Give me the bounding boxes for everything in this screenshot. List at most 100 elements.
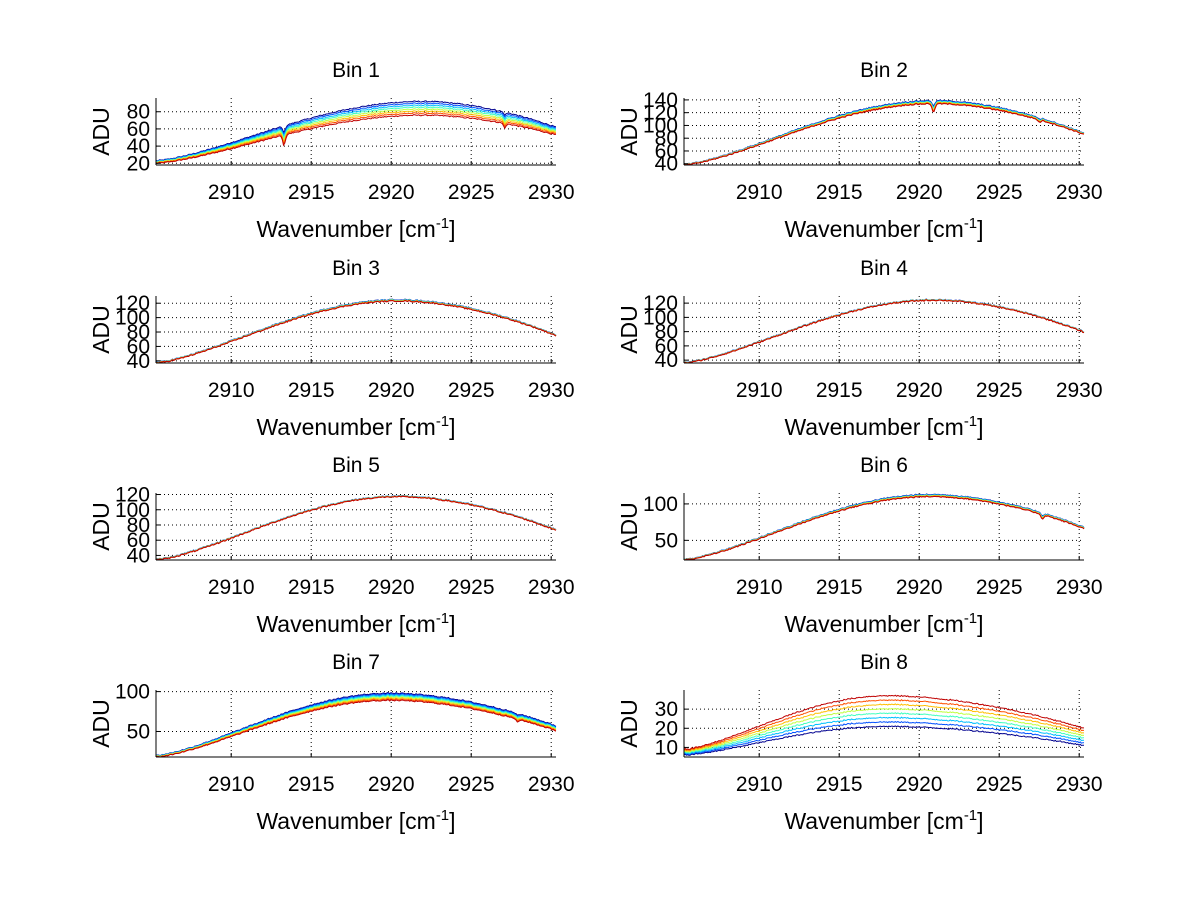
x-axis-label: Wavenumber [cm-1] (784, 610, 983, 637)
y-tick-label: 40 (655, 153, 678, 176)
x-tick-label: 2930 (1056, 181, 1103, 204)
subplot-title: Bin 7 (332, 651, 380, 674)
x-tick-label: 2930 (1056, 379, 1103, 402)
series-line-7 (155, 112, 557, 164)
x-axis-label-end: ] (977, 414, 983, 440)
x-tick-label: 2930 (528, 576, 575, 599)
y-tick-label: 50 (655, 529, 678, 552)
y-tick-label: 30 (655, 698, 678, 721)
series-line-8 (155, 699, 557, 758)
y-tick-label: 40 (127, 350, 150, 373)
x-axis-label-superscript: -1 (964, 807, 977, 824)
series-line-1 (683, 725, 1084, 756)
y-tick-label: 80 (127, 101, 150, 124)
series-line-8 (683, 102, 1085, 166)
x-tick-label: 2915 (816, 773, 863, 796)
x-tick-label: 2925 (448, 576, 495, 599)
x-axis-label-end: ] (449, 414, 455, 440)
y-axis-label: ADU (88, 305, 114, 354)
x-tick-label: 2910 (208, 576, 255, 599)
y-axis-label: ADU (616, 699, 642, 748)
series-line-1 (155, 100, 557, 162)
subplot-title: Bin 4 (860, 257, 908, 280)
x-axis-label-superscript: -1 (436, 807, 449, 824)
x-tick-label: 2920 (896, 773, 943, 796)
subplot-bin-6: 2910 2915 2920 2925 2930 50 100 Bin 6 Wavenumber… (616, 454, 1103, 637)
series-line-7 (155, 698, 557, 758)
x-tick-label: 2920 (368, 576, 415, 599)
x-axis-label: Wavenumber [cm-1] (256, 807, 455, 834)
x-tick-label: 2920 (896, 379, 943, 402)
series-line-4 (155, 106, 557, 163)
subplot-title: Bin 3 (332, 257, 380, 280)
subplot-title: Bin 8 (860, 651, 908, 674)
y-tick-label: 120 (115, 484, 150, 507)
series-line-3 (683, 716, 1084, 755)
y-tick-label: 40 (655, 349, 678, 372)
x-axis-label-text: Wavenumber [cm (784, 414, 963, 440)
subplot-title: Bin 6 (860, 454, 908, 477)
series-line-8 (155, 299, 557, 364)
x-axis-label-end: ] (977, 808, 983, 834)
y-tick-label: 100 (643, 493, 678, 516)
x-axis-label-end: ] (977, 216, 983, 242)
x-axis-label: Wavenumber [cm-1] (784, 807, 983, 834)
y-tick-label: 140 (643, 89, 678, 112)
y-tick-label: 40 (127, 544, 150, 567)
x-tick-label: 2915 (288, 181, 335, 204)
x-tick-label: 2925 (448, 773, 495, 796)
subplot-title: Bin 5 (332, 454, 380, 477)
subplot-bin-7: 2910 2915 2920 2925 2930 50 100 Bin 7 Wavenumber… (88, 651, 575, 834)
y-tick-label: 80 (127, 514, 150, 537)
y-axis-label: ADU (88, 502, 114, 551)
y-tick-label: 80 (127, 321, 150, 344)
series-line-2 (683, 720, 1085, 755)
y-tick-label: 100 (115, 681, 150, 704)
x-axis-label-superscript: -1 (964, 215, 977, 232)
x-axis-label-superscript: -1 (436, 413, 449, 430)
series-line-5 (155, 108, 557, 163)
x-tick-label: 2920 (368, 379, 415, 402)
x-axis-label-text: Wavenumber [cm (784, 611, 963, 637)
x-axis-label: Wavenumber [cm-1] (784, 413, 983, 440)
x-tick-label: 2930 (528, 379, 575, 402)
x-axis-label-text: Wavenumber [cm (256, 611, 435, 637)
x-axis-label: Wavenumber [cm-1] (256, 215, 455, 242)
x-axis-label-text: Wavenumber [cm (784, 216, 963, 242)
x-tick-label: 2920 (896, 576, 943, 599)
x-tick-label: 2920 (368, 181, 415, 204)
y-tick-label: 100 (643, 114, 678, 137)
y-axis-label: ADU (88, 699, 114, 748)
series-line-6 (155, 110, 556, 164)
series-line-2 (155, 102, 557, 162)
x-axis-label: Wavenumber [cm-1] (256, 413, 455, 440)
x-axis-label-end: ] (977, 611, 983, 637)
x-axis-label-superscript: -1 (964, 413, 977, 430)
series-line-5 (155, 696, 557, 757)
subplot-title: Bin 2 (860, 59, 908, 82)
x-axis-label-text: Wavenumber [cm (784, 808, 963, 834)
y-tick-label: 40 (127, 135, 150, 158)
y-tick-label: 10 (655, 736, 678, 759)
x-tick-label: 2930 (1056, 576, 1103, 599)
y-tick-label: 20 (655, 717, 678, 740)
y-tick-label: 60 (127, 529, 150, 552)
y-tick-label: 50 (127, 720, 150, 743)
x-tick-label: 2930 (528, 181, 575, 204)
series-line-8 (683, 694, 1085, 750)
x-tick-label: 2915 (816, 181, 863, 204)
series-line-8 (683, 299, 1085, 364)
y-tick-label: 80 (655, 321, 678, 344)
x-tick-label: 2915 (288, 773, 335, 796)
x-tick-label: 2925 (448, 181, 495, 204)
series-line-4 (683, 712, 1084, 754)
y-tick-label: 20 (127, 152, 150, 175)
x-tick-label: 2920 (368, 773, 415, 796)
x-axis-label-text: Wavenumber [cm (256, 414, 435, 440)
